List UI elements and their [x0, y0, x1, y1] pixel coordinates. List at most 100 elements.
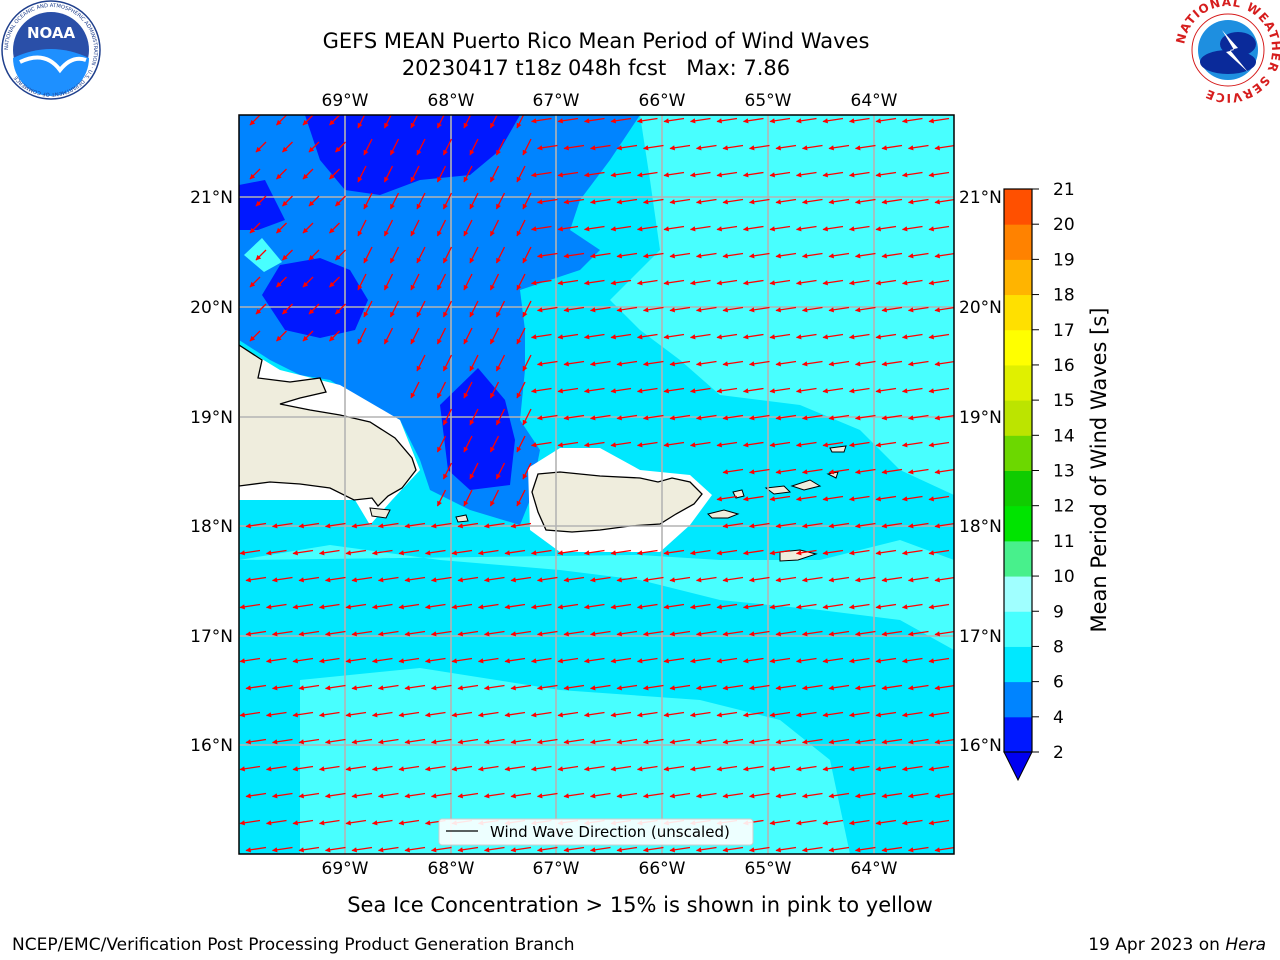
wind-wave-arrow	[245, 846, 267, 853]
wind-wave-arrow	[463, 489, 473, 507]
wind-wave-arrow	[854, 846, 876, 853]
wind-wave-arrow	[463, 165, 473, 183]
wind-wave-arrow	[292, 657, 314, 664]
wind-wave-arrow	[828, 738, 850, 745]
wind-wave-arrow	[483, 522, 505, 529]
wind-wave-arrow	[522, 408, 532, 426]
lon-label-bottom: 68°W	[428, 859, 475, 879]
wind-wave-arrow	[255, 141, 267, 153]
wind-wave-arrow	[451, 765, 473, 772]
wind-wave-arrow	[775, 144, 797, 151]
wind-wave-arrow	[722, 144, 744, 151]
wind-wave-arrow	[495, 408, 506, 426]
wind-wave-arrow	[271, 846, 293, 853]
land-tortola	[790, 479, 822, 491]
wind-wave-arrow	[689, 117, 711, 124]
wind-wave-arrow	[663, 549, 685, 556]
wind-wave-arrow	[563, 144, 585, 151]
wind-wave-arrow	[335, 303, 346, 315]
wind-wave-arrow	[351, 738, 373, 745]
wind-wave-arrow	[769, 117, 791, 124]
wind-wave-arrow	[483, 684, 505, 691]
wind-wave-arrow	[276, 115, 287, 126]
wind-wave-arrow	[371, 711, 393, 718]
colorbar-segment	[1004, 259, 1032, 296]
wind-wave-arrow	[404, 792, 426, 799]
wind-wave-arrow	[271, 738, 293, 745]
wind-wave-arrow	[716, 657, 738, 664]
colorbar-tick-label: 17	[1053, 321, 1075, 341]
wind-wave-arrow	[616, 414, 638, 421]
wind-wave-arrow	[716, 765, 738, 772]
wind-wave-arrow	[610, 387, 632, 394]
wind-wave-arrow	[436, 381, 447, 399]
wind-wave-arrow	[271, 792, 293, 799]
wind-wave-arrow	[828, 414, 850, 421]
wind-wave-arrow	[245, 684, 267, 691]
wind-wave-arrow	[504, 549, 526, 556]
wind-wave-arrow	[424, 657, 446, 664]
wind-wave-arrow	[907, 630, 929, 637]
wind-wave-arrow	[822, 711, 844, 718]
wind-wave-arrow	[848, 171, 870, 178]
lon-label-bottom: 67°W	[533, 859, 580, 879]
wind-wave-arrow	[689, 171, 711, 178]
wind-wave-arrow	[636, 657, 658, 664]
wind-wave-arrow	[742, 495, 764, 502]
wind-wave-arrow	[934, 576, 954, 583]
wind-wave-arrow	[357, 165, 367, 183]
wind-wave-arrow	[416, 138, 426, 156]
wind-wave-arrow	[589, 252, 611, 259]
wind-wave-arrow	[522, 138, 532, 156]
wind-wave-arrow	[563, 414, 585, 421]
wind-wave-arrow	[742, 225, 764, 232]
wind-wave-arrow	[875, 603, 897, 610]
wind-wave-arrow	[329, 115, 340, 126]
wind-wave-arrow	[265, 765, 287, 772]
wind-wave-arrow	[901, 333, 923, 340]
wind-wave-arrow	[557, 333, 579, 340]
wind-wave-arrow	[775, 630, 797, 637]
wind-wave-arrow	[642, 738, 664, 745]
wind-wave-arrow	[828, 144, 850, 151]
wind-wave-arrow	[822, 279, 844, 286]
wind-wave-arrow	[249, 222, 261, 234]
wind-wave-arrow	[589, 144, 611, 151]
wind-wave-arrow	[457, 630, 479, 637]
colorbar-segment	[1004, 224, 1032, 260]
map-legend: Wind Wave Direction (unscaled)	[438, 818, 754, 846]
wind-wave-arrow	[795, 549, 817, 556]
wind-wave-arrow	[795, 495, 817, 502]
wind-wave-arrow	[504, 603, 526, 610]
noaa-wordmark: NOAA	[27, 24, 76, 42]
wind-wave-arrow	[335, 249, 346, 261]
wind-wave-arrow	[383, 115, 392, 129]
wind-wave-arrow	[928, 171, 950, 178]
wind-wave-arrow	[463, 327, 473, 345]
wind-wave-arrow	[589, 846, 611, 853]
land-hispaniola	[239, 344, 417, 507]
wind-wave-arrow	[636, 171, 658, 178]
wind-wave-arrow	[907, 684, 929, 691]
wind-wave-arrow	[722, 252, 744, 259]
wind-wave-arrow	[329, 330, 340, 342]
wind-wave-arrow	[669, 792, 691, 799]
wind-wave-arrow	[589, 792, 611, 799]
wind-wave-arrow	[308, 249, 320, 261]
wind-wave-arrow	[854, 522, 876, 529]
wind-wave-arrow	[329, 168, 340, 180]
wind-wave-arrow	[801, 846, 823, 853]
wind-wave-arrow	[583, 549, 605, 556]
wind-wave-arrow	[875, 549, 897, 556]
wind-wave-arrow	[663, 279, 685, 286]
wind-wave-arrow	[689, 549, 711, 556]
wind-wave-arrow	[822, 495, 844, 502]
wind-wave-arrow	[255, 195, 267, 207]
wind-wave-arrow	[769, 603, 791, 610]
field-8-9-mid	[239, 540, 954, 650]
wind-wave-arrow	[742, 765, 764, 772]
wind-wave-arrow	[663, 333, 685, 340]
wind-wave-arrow	[669, 738, 691, 745]
wind-wave-arrow	[934, 414, 954, 421]
wind-wave-arrow	[318, 549, 340, 556]
